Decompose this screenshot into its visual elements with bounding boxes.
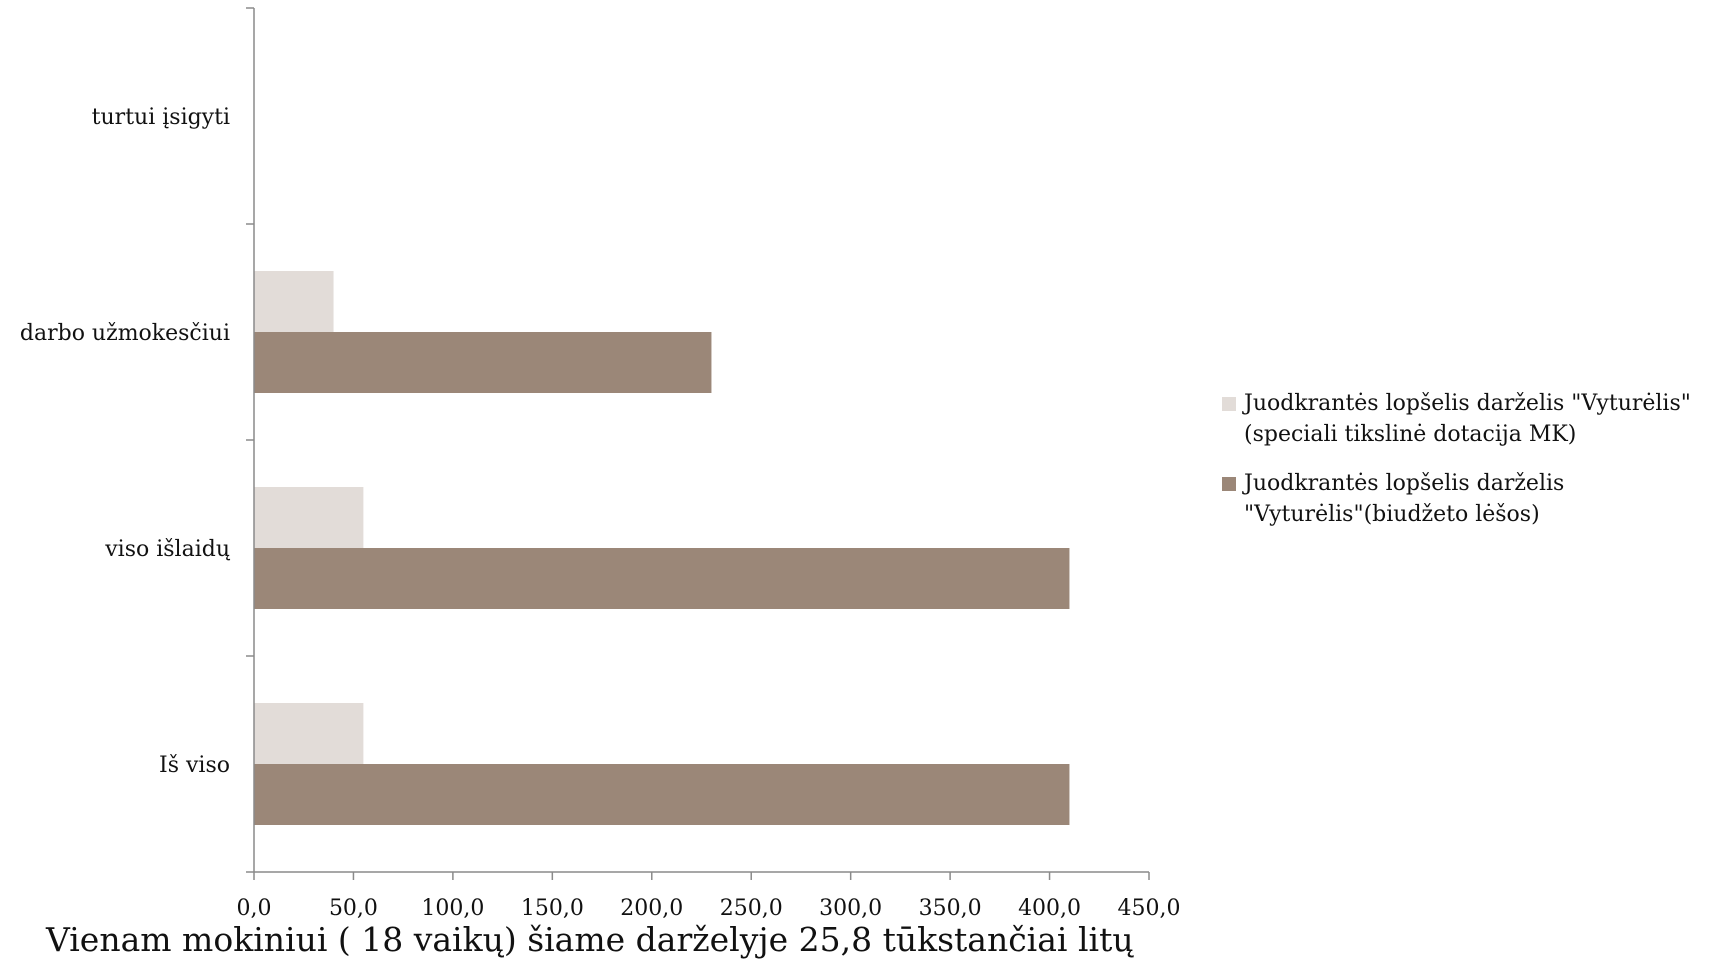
x-tick-label: 300,0 (819, 896, 882, 921)
x-tick-label: 100,0 (421, 896, 484, 921)
bar-budget-funds-2 (254, 548, 1070, 609)
legend-label-line1: Juodkrantės lopšelis darželis "Vyturėlis… (1244, 391, 1691, 416)
legend-label-line1: Juodkrantės lopšelis darželis (1244, 471, 1565, 496)
legend-swatch-budget-funds (1222, 477, 1236, 491)
x-tick-label: 400,0 (1018, 896, 1081, 921)
legend-item-budget-funds: Juodkrantės lopšelis darželis "Vyturėlis… (1222, 468, 1702, 530)
legend-label-line2: "Vyturėlis"(biudžeto lėšos) (1244, 502, 1540, 527)
chart-caption: Vienam mokiniui ( 18 vaikų) šiame daržel… (46, 920, 1134, 959)
x-tick-label: 200,0 (620, 896, 683, 921)
bar-budget-funds-1 (254, 332, 712, 393)
bar-special-grant-2 (254, 487, 364, 548)
legend-label-line2: (speciali tikslinė dotacija MK) (1244, 422, 1577, 447)
x-tick-label: 450,0 (1118, 896, 1181, 921)
bars-group (254, 271, 1070, 825)
x-tick-label: 250,0 (720, 896, 783, 921)
category-label: darbo užmokesčiui (20, 321, 230, 346)
x-tick-label: 350,0 (919, 896, 982, 921)
legend-swatch-special-grant (1222, 397, 1236, 411)
x-tick-label: 0,0 (237, 896, 272, 921)
legend-item-special-grant: Juodkrantės lopšelis darželis "Vyturėlis… (1222, 388, 1702, 450)
axes-group (246, 7, 1150, 880)
labels-group: turtui įsigyti darbo užmokesčiui viso išla… (20, 105, 1181, 921)
legend: Juodkrantės lopšelis darželis "Vyturėlis… (1222, 388, 1702, 548)
category-label: Iš viso (159, 753, 230, 778)
bar-budget-funds-3 (254, 764, 1070, 825)
category-label: turtui įsigyti (92, 105, 230, 130)
bar-special-grant-1 (254, 271, 334, 332)
x-tick-label: 150,0 (521, 896, 584, 921)
x-tick-label: 50,0 (329, 896, 378, 921)
bar-special-grant-3 (254, 703, 364, 764)
category-label: viso išlaidų (104, 537, 231, 562)
